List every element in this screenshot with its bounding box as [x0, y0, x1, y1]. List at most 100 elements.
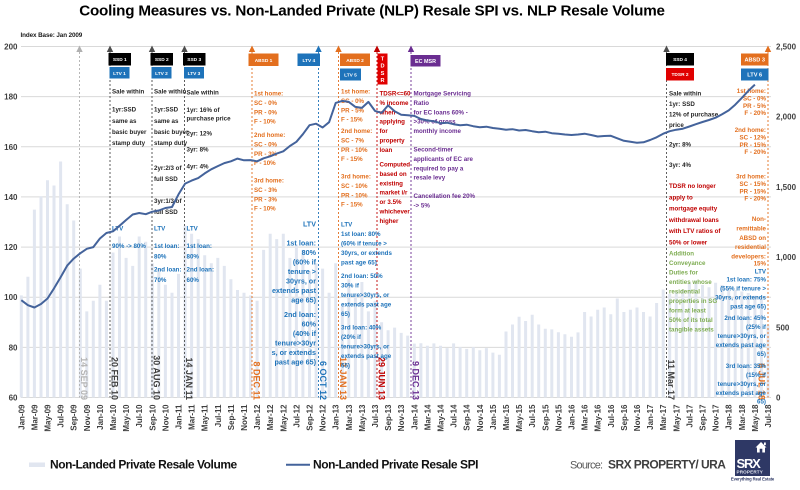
svg-text:past age 65): past age 65): [274, 358, 316, 367]
svg-text:apply to: apply to: [669, 194, 693, 201]
svg-text:1st home:: 1st home:: [341, 89, 370, 96]
svg-text:3yr: 8%: 3yr: 8%: [187, 147, 210, 154]
svg-text:mortgage equity: mortgage equity: [669, 206, 718, 213]
svg-text:PR - 5%: PR - 5%: [743, 103, 767, 110]
svg-text:SC - 0%: SC - 0%: [341, 98, 365, 105]
svg-text:May-14: May-14: [437, 404, 446, 432]
svg-text:Mar-15: Mar-15: [502, 404, 511, 430]
svg-text:purchase price: purchase price: [187, 116, 232, 123]
svg-text:same as: same as: [112, 118, 137, 125]
svg-text:extends past age: extends past age: [341, 302, 392, 309]
svg-text:Cooling Measures vs. Non-Lande: Cooling Measures vs. Non-Landed Private …: [79, 3, 665, 20]
svg-text:15%: 15%: [754, 260, 767, 267]
svg-text:60: 60: [9, 394, 18, 403]
svg-text:Sale within: Sale within: [187, 90, 220, 97]
svg-text:entities whose: entities whose: [669, 279, 712, 286]
svg-text:% income: % income: [380, 100, 409, 107]
svg-text:80: 80: [9, 343, 18, 352]
svg-text:LTV: LTV: [154, 226, 166, 233]
svg-text:ABSD 1: ABSD 1: [255, 58, 273, 64]
svg-text:Non-: Non-: [752, 216, 766, 223]
svg-text:Jul-17: Jul-17: [685, 404, 694, 428]
svg-text:May-09: May-09: [44, 404, 53, 432]
svg-text:basic buyer: basic buyer: [154, 129, 189, 136]
svg-text:500: 500: [776, 323, 790, 332]
svg-text:Jul-10: Jul-10: [135, 404, 144, 428]
svg-text:65): 65): [341, 311, 350, 318]
svg-text:May-17: May-17: [672, 404, 681, 432]
svg-text:LTV: LTV: [341, 222, 353, 229]
svg-text:11 Mar 17: 11 Mar 17: [666, 359, 676, 400]
svg-text:TDSR no longer: TDSR no longer: [669, 183, 716, 190]
svg-text:tenure>30yrs, or: tenure>30yrs, or: [718, 333, 767, 340]
svg-text:180: 180: [4, 93, 18, 102]
svg-text:29 JUN 13: 29 JUN 13: [377, 357, 387, 400]
svg-text:(40% if: (40% if: [293, 329, 317, 338]
svg-text:Mar-10: Mar-10: [109, 404, 118, 430]
svg-text:past age 65): past age 65): [341, 260, 377, 267]
svg-text:1,000: 1,000: [776, 253, 797, 262]
svg-text:S: S: [381, 71, 385, 77]
svg-text:Mar-11: Mar-11: [188, 404, 197, 430]
svg-text:Jan-12: Jan-12: [253, 404, 262, 430]
svg-text:2nd loan: 45%: 2nd loan: 45%: [724, 315, 766, 322]
svg-text:loan: loan: [380, 147, 393, 154]
svg-text:200: 200: [4, 43, 18, 52]
svg-text:9 DEC 13: 9 DEC 13: [411, 361, 421, 400]
svg-text:F - 10%: F - 10%: [254, 119, 276, 126]
svg-text:PR - 10%: PR - 10%: [341, 192, 368, 199]
svg-text:Mar-14: Mar-14: [423, 404, 432, 430]
svg-text:Addition: Addition: [669, 251, 694, 258]
svg-text:SSD 4: SSD 4: [673, 57, 687, 63]
svg-text:age 65): age 65): [291, 296, 316, 305]
svg-text:Sep-14: Sep-14: [463, 404, 472, 431]
svg-text:2nd loan: 50%: 2nd loan: 50%: [341, 273, 383, 280]
svg-text:PR - 0%: PR - 0%: [254, 109, 278, 116]
svg-text:PR - 3%: PR - 3%: [254, 196, 278, 203]
svg-text:1st loan: 80%: 1st loan: 80%: [341, 231, 381, 238]
svg-text:s, or extends: s, or extends: [272, 348, 316, 357]
svg-text:Mar-18: Mar-18: [738, 404, 747, 430]
svg-text:Sale within: Sale within: [112, 89, 145, 96]
svg-text:when: when: [379, 109, 396, 116]
svg-text:80%: 80%: [154, 254, 167, 261]
svg-text:residential: residential: [735, 244, 766, 251]
svg-text:Sep-10: Sep-10: [148, 404, 157, 431]
svg-text:Nov-17: Nov-17: [712, 404, 721, 431]
svg-text:PR - 15%: PR - 15%: [740, 142, 767, 149]
svg-text:PR - 3%: PR - 3%: [254, 151, 278, 158]
svg-text:Nov-09: Nov-09: [83, 404, 92, 431]
svg-text:resale levy: resale levy: [414, 175, 446, 182]
svg-text:Ratio: Ratio: [414, 100, 430, 107]
svg-text:Everything Real Estate: Everything Real Estate: [731, 477, 775, 482]
svg-text:50% of its total: 50% of its total: [669, 317, 713, 324]
svg-text:4yr: 4%: 4yr: 4%: [187, 164, 210, 171]
svg-text:3rd loan: 35%: 3rd loan: 35%: [726, 363, 767, 370]
svg-text:Jan-18: Jan-18: [725, 404, 734, 430]
svg-text:F - 10%: F - 10%: [254, 160, 276, 167]
svg-text:tenure>30yrs, or: tenure>30yrs, or: [718, 381, 767, 388]
svg-text:May-18: May-18: [751, 404, 760, 432]
svg-text:applying: applying: [380, 119, 406, 126]
svg-text:60%: 60%: [187, 277, 200, 284]
svg-text:LTV 5: LTV 5: [344, 73, 357, 79]
svg-text:30 AUG 10: 30 AUG 10: [152, 355, 162, 400]
svg-text:stamp duty: stamp duty: [112, 140, 146, 147]
svg-text:LTV: LTV: [303, 220, 316, 229]
svg-text:Jan-15: Jan-15: [489, 404, 498, 430]
svg-text:F - 15%: F - 15%: [341, 156, 363, 163]
svg-text:Sep-13: Sep-13: [384, 404, 393, 431]
svg-text:0: 0: [776, 394, 781, 403]
svg-text:TDSR 2: TDSR 2: [671, 72, 688, 78]
svg-text:for EC loans 60% -: for EC loans 60% -: [414, 109, 468, 116]
svg-text:ABSD 3: ABSD 3: [744, 58, 765, 64]
svg-text:May-15: May-15: [515, 404, 524, 432]
svg-text:2nd loan:: 2nd loan:: [284, 310, 316, 319]
svg-text:-> 5%: -> 5%: [414, 202, 431, 209]
svg-text:market i/r: market i/r: [380, 190, 408, 197]
svg-text:SC - 3%: SC - 3%: [254, 187, 278, 194]
svg-text:1st loan: 75%: 1st loan: 75%: [726, 277, 766, 284]
svg-text:property: property: [380, 138, 406, 145]
svg-text:1yr:SSD: 1yr:SSD: [154, 107, 179, 114]
svg-text:1st loan:: 1st loan:: [154, 243, 179, 250]
